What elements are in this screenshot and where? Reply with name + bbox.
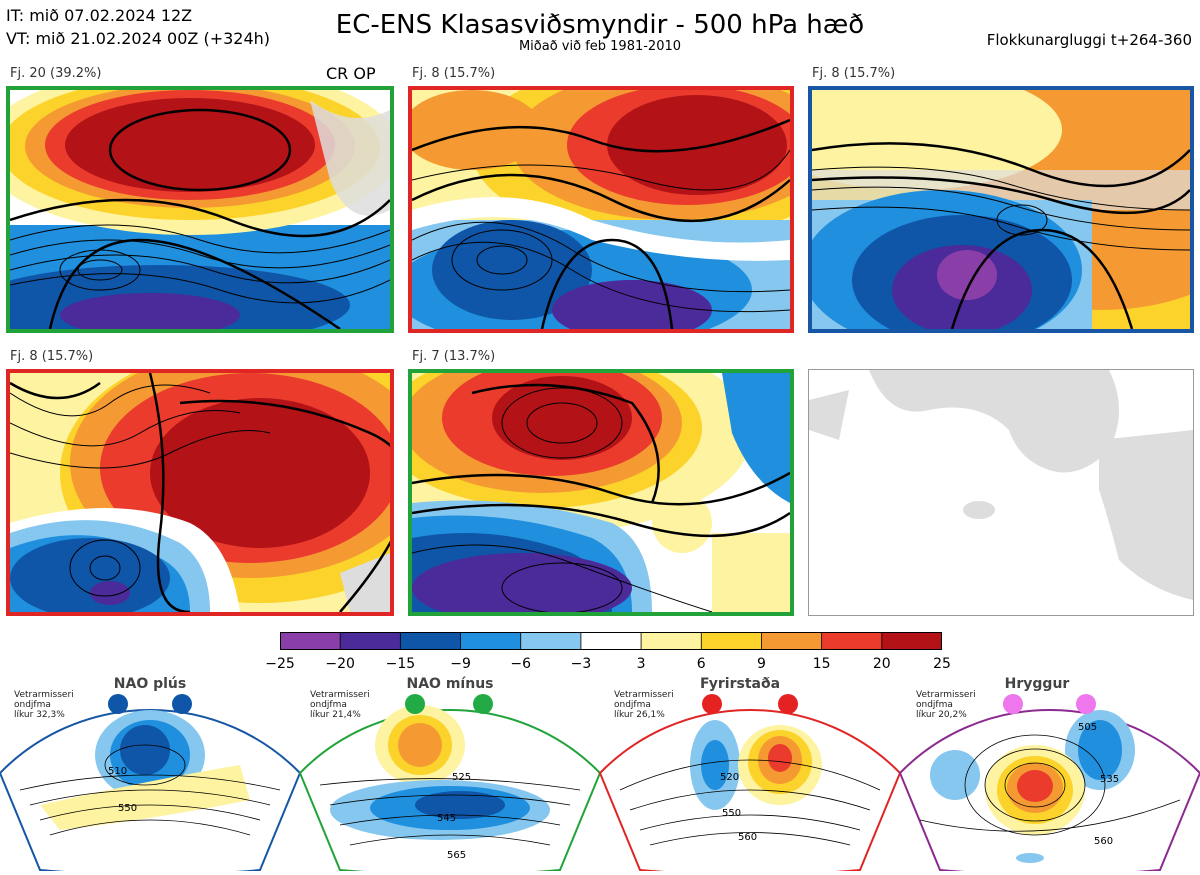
header-info: IT: mið 07.02.2024 12Z VT: mið 21.02.202…: [6, 4, 270, 50]
colorbar-cell: [580, 631, 642, 651]
regime-2-contour-a: 525: [452, 772, 472, 783]
regime-note-2: Vetrarmisseri ondjfma líkur 21,4%: [310, 690, 370, 720]
colorbar-cell: [700, 631, 763, 651]
panel-1-tag: CR OP: [326, 64, 376, 83]
regime-map-blocking: [598, 708, 902, 875]
colorbar-tick-label: −20: [325, 656, 355, 672]
colorbar-cell: [821, 631, 883, 651]
regime-1-contour-b: 550: [118, 803, 138, 814]
colorbar-cell: [399, 631, 462, 651]
regime-4-contour-c: 560: [1094, 836, 1114, 847]
regime-2-contour-c: 565: [447, 850, 467, 861]
regime-note-3: Vetrarmisseri ondjfma líkur 26,1%: [614, 690, 674, 720]
panel-1-label: Fj. 20 (39.2%): [10, 66, 102, 81]
colorbar-cell: [339, 631, 402, 651]
page-subtitle: Miðað við feb 1981-2010: [518, 39, 682, 54]
regime-title-1: NAO plús: [113, 676, 187, 692]
colorbar-tick-label: 6: [696, 656, 706, 672]
regime-3-contour-b: 550: [722, 808, 742, 819]
colorbar-tick-label: 25: [933, 656, 951, 672]
initial-time: IT: mið 07.02.2024 12Z: [6, 6, 193, 25]
panel-4-label: Fj. 8 (15.7%): [10, 349, 94, 364]
regime-dot-2b: [473, 694, 493, 714]
regime-map-nao-minus: [298, 705, 602, 875]
regime-dot-1b: [172, 694, 192, 714]
regime-note-4: Vetrarmisseri ondjfma líkur 20,2%: [916, 690, 976, 720]
colorbar-tick-label: −15: [385, 656, 416, 672]
colorbar-cell: [640, 631, 703, 651]
regime-dot-2a: [405, 694, 425, 714]
panel-2-label: Fj. 8 (15.7%): [412, 66, 496, 81]
regime-3-contour-a: 520: [720, 772, 740, 783]
colorbar-cell: [279, 631, 342, 651]
colorbar-tick-label: −9: [450, 656, 471, 672]
panel-5-label: Fj. 7 (13.7%): [412, 349, 496, 364]
regime-dot-4a: [1003, 694, 1023, 714]
colorbar-tick-label: 9: [756, 656, 766, 672]
cluster-map-2[interactable]: [408, 86, 794, 333]
regime-dot-1a: [108, 694, 128, 714]
regime-note-1: Vetrarmisseri ondjfma líkur 32,3%: [14, 690, 74, 720]
colorbar-cell: [761, 631, 823, 651]
colorbar-tick-label: 3: [636, 656, 646, 672]
classification-window: Flokkunargluggi t+264-360: [986, 31, 1192, 49]
regime-map-nao-plus: [0, 708, 302, 875]
colorbar-tick-label: 15: [812, 656, 831, 672]
colorbar-cell: [881, 631, 943, 651]
regime-3-contour-c: 560: [738, 832, 758, 843]
regime-dot-3b: [778, 694, 798, 714]
regime-title-3: Fyrirstaða: [699, 676, 781, 692]
colorbar-tick-label: 20: [872, 656, 891, 672]
valid-time: VT: mið 21.02.2024 00Z (+324h): [6, 29, 271, 48]
regime-title-2: NAO mínus: [406, 676, 494, 692]
cluster-map-5[interactable]: [408, 369, 794, 616]
colorbar-cell: [460, 631, 522, 651]
reference-map: [808, 369, 1194, 616]
colorbar-tick-label: −6: [510, 656, 532, 672]
regime-row: [0, 690, 1200, 875]
cluster-map-1[interactable]: [6, 86, 394, 333]
cluster-map-3[interactable]: [808, 86, 1194, 333]
regime-map-ridge: [898, 708, 1200, 875]
regime-1-contour-a: 510: [108, 766, 128, 777]
regime-dot-4b: [1076, 694, 1096, 714]
regime-4-contour-a: 505: [1078, 722, 1098, 733]
cluster-map-4[interactable]: [6, 369, 394, 616]
regime-title-4: Hryggur: [1004, 676, 1070, 692]
colorbar: [279, 631, 943, 651]
panel-3-label: Fj. 8 (15.7%): [812, 66, 896, 81]
regime-dot-3a: [702, 694, 722, 714]
colorbar-tick-label: −25: [265, 656, 295, 672]
regime-2-contour-b: 545: [437, 813, 457, 824]
page-title: EC-ENS Klasasviðsmyndir - 500 hPa hæð: [335, 10, 865, 40]
colorbar-cell: [520, 631, 582, 651]
colorbar-tick-label: −3: [570, 656, 592, 672]
regime-4-contour-b: 535: [1100, 774, 1120, 785]
